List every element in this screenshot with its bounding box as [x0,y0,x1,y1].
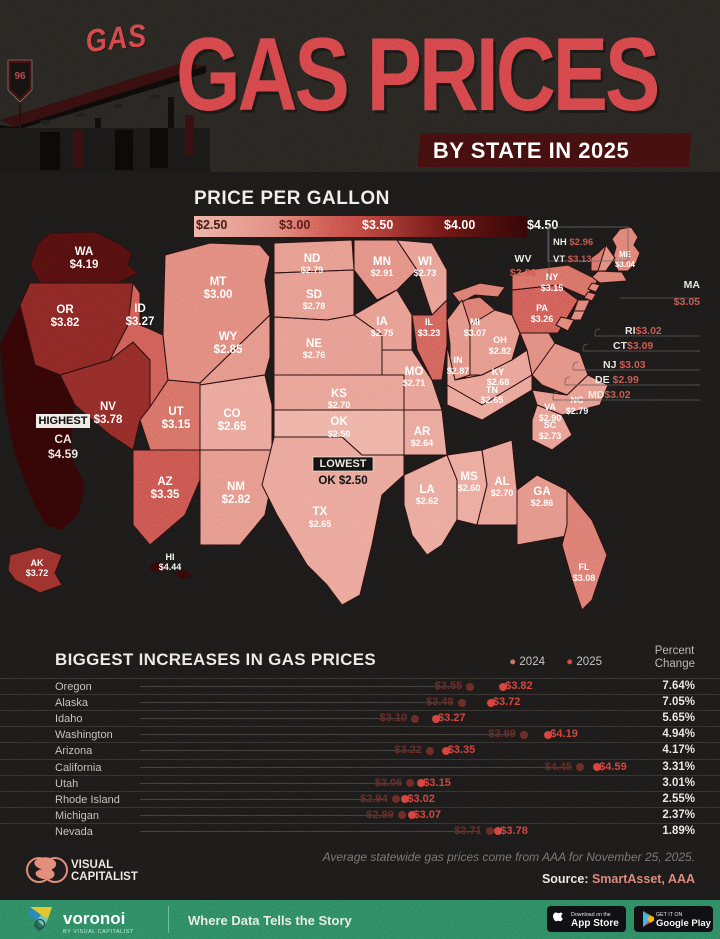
svg-text:$2.91: $2.91 [371,268,394,278]
svg-text:KY: KY [492,367,505,377]
svg-text:$2.71: $2.71 [403,378,426,388]
svg-text:ID: ID [134,303,146,315]
svg-text:$2.65: $2.65 [309,519,332,529]
svg-text:App Store: App Store [571,918,619,929]
svg-text:$2.73: $2.73 [539,431,562,441]
svg-text:AR: AR [414,426,431,438]
svg-text:WA: WA [75,246,94,258]
svg-text:WY: WY [219,331,238,343]
svg-text:$2.73: $2.73 [414,268,437,278]
svg-text:OH: OH [493,335,507,345]
svg-text:$2.70: $2.70 [491,488,514,498]
svg-text:AZ: AZ [157,476,172,488]
svg-text:AL: AL [494,476,509,488]
svg-text:IL: IL [425,317,434,327]
svg-text:$2.65: $2.65 [218,421,247,433]
svg-text:$3.15: $3.15 [541,283,564,293]
svg-text:$2.79: $2.79 [301,265,324,275]
svg-text:GA: GA [533,486,550,498]
svg-text:NV: NV [100,401,116,413]
svg-text:MI: MI [470,317,480,327]
svg-text:VA: VA [544,402,556,412]
svg-text:ND: ND [304,253,321,265]
svg-text:$4.44: $4.44 [159,562,182,572]
svg-text:WV: WV [515,253,532,265]
svg-text:MS: MS [460,471,478,483]
svg-text:$2.85: $2.85 [214,344,243,356]
svg-text:MN: MN [373,256,391,268]
svg-text:WI: WI [418,256,432,268]
svg-text:$3.23: $3.23 [418,328,441,338]
svg-text:ME: ME [619,250,632,259]
svg-text:$2.62: $2.62 [416,496,439,506]
svg-text:$3.00: $3.00 [204,289,233,301]
svg-text:$3.15: $3.15 [162,419,191,431]
svg-text:$2.75: $2.75 [371,328,394,338]
svg-text:SC: SC [544,420,557,430]
svg-text:CO: CO [223,408,240,420]
svg-text:$2.64: $2.64 [411,438,434,448]
svg-text:MT: MT [210,276,227,288]
svg-text:LA: LA [419,484,434,496]
svg-text:$2.79: $2.79 [566,406,589,416]
svg-text:KS: KS [331,388,347,400]
svg-text:OK $2.50: OK $2.50 [318,475,367,487]
svg-text:AK: AK [31,558,44,568]
svg-text:$4.19: $4.19 [70,259,99,271]
svg-text:PA: PA [536,303,548,313]
svg-text:$3.82: $3.82 [51,317,80,329]
svg-text:HIGHEST: HIGHEST [39,415,88,427]
svg-text:UT: UT [168,406,183,418]
svg-text:TX: TX [313,506,328,518]
svg-text:IN: IN [454,355,463,365]
svg-text:SD: SD [306,289,322,301]
svg-text:$2.60: $2.60 [458,483,481,493]
svg-text:$2.70: $2.70 [328,400,351,410]
svg-text:NM: NM [227,481,245,493]
svg-text:$2.50: $2.50 [328,429,351,439]
svg-text:$2.82: $2.82 [222,494,251,506]
svg-text:$2.87: $2.87 [447,366,470,376]
svg-text:NJ $3.03: NJ $3.03 [603,359,646,371]
svg-text:96: 96 [14,71,26,82]
svg-text:RI$3.02: RI$3.02 [625,325,662,337]
svg-text:HI: HI [166,552,175,562]
svg-text:$2.86: $2.86 [531,498,554,508]
svg-text:OR: OR [56,304,74,316]
svg-text:MA: MA [684,279,701,291]
svg-text:$3.78: $3.78 [94,414,123,426]
svg-text:$3.72: $3.72 [26,568,49,578]
svg-text:IA: IA [376,316,388,328]
svg-text:$3.08: $3.08 [573,573,596,583]
svg-text:FL: FL [579,562,590,572]
svg-text:NE: NE [306,338,322,350]
svg-text:LOWEST: LOWEST [319,458,366,470]
svg-text:$2.65: $2.65 [481,395,504,405]
svg-text:CT$3.09: CT$3.09 [613,340,653,352]
svg-text:MO: MO [405,366,424,378]
svg-text:$3.27: $3.27 [126,316,155,328]
svg-text:OK: OK [330,416,348,428]
svg-text:CA: CA [54,432,72,446]
svg-text:NH $2.96: NH $2.96 [553,237,593,248]
svg-text:$4.59: $4.59 [48,447,78,461]
svg-text:TN: TN [486,385,498,395]
svg-text:BY VISUAL CAPITALIST: BY VISUAL CAPITALIST [63,929,134,935]
svg-text:Google Play: Google Play [656,918,712,929]
svg-text:NY: NY [546,272,559,282]
svg-text:$3.05: $3.05 [674,296,700,308]
svg-text:DE $2.99: DE $2.99 [595,374,639,386]
svg-text:$3.26: $3.26 [531,314,554,324]
svg-text:voronoi: voronoi [63,909,125,928]
svg-text:$2.82: $2.82 [489,346,512,356]
svg-text:$3.07: $3.07 [464,328,487,338]
svg-text:VISUAL: VISUAL [71,859,113,871]
svg-text:$2.78: $2.78 [303,301,326,311]
svg-text:CAPITALIST: CAPITALIST [71,871,138,883]
svg-text:VT $3.13: VT $3.13 [553,254,592,265]
svg-text:$2.96: $2.96 [510,267,536,279]
svg-text:$3.35: $3.35 [151,489,180,501]
svg-text:$2.76: $2.76 [303,350,326,360]
svg-text:MD$3.02: MD$3.02 [588,389,631,401]
